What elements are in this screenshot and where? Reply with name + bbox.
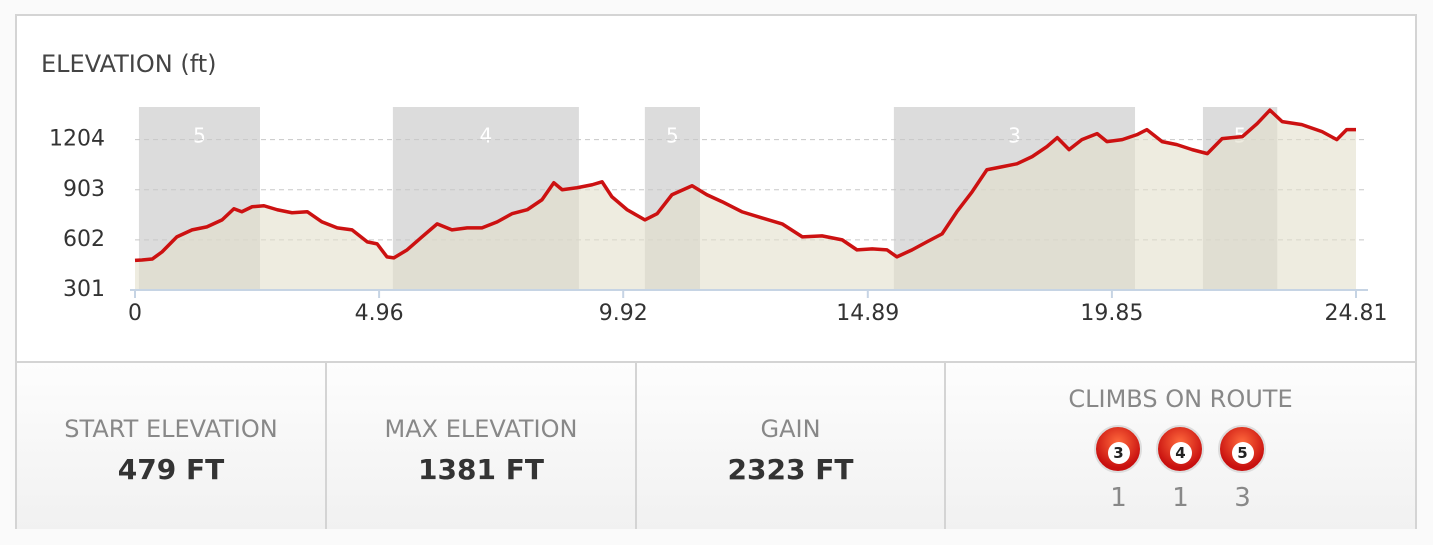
y-tick-label: 903 bbox=[63, 177, 105, 202]
climb-badge: 5 bbox=[1217, 425, 1266, 473]
stat-value: 479 FT bbox=[117, 453, 225, 486]
stats-row: START ELEVATION 479 FT MAX ELEVATION 1381 F… bbox=[17, 361, 1415, 529]
stat-label: MAX ELEVATION bbox=[384, 415, 578, 443]
climb-band-label: 4 bbox=[480, 124, 493, 148]
x-tick-label: 4.96 bbox=[355, 301, 404, 326]
climb-category: 3 bbox=[1107, 442, 1130, 464]
y-tick-label: 602 bbox=[63, 227, 105, 252]
climbs-title: CLIMBS ON ROUTE bbox=[1068, 385, 1293, 413]
stat-value: 2323 FT bbox=[727, 453, 854, 486]
climbs-cell: CLIMBS ON ROUTE 3 1 4 1 5 3 bbox=[946, 363, 1415, 529]
stat-label: START ELEVATION bbox=[64, 415, 278, 443]
stat-cell: GAIN 2323 FT bbox=[637, 363, 946, 529]
climb-badge: 3 bbox=[1093, 425, 1142, 473]
climb-band-label: 5 bbox=[666, 124, 679, 148]
x-tick-label: 24.81 bbox=[1325, 301, 1388, 326]
x-tick-label: 0 bbox=[128, 301, 142, 326]
climb-count: 1 bbox=[1172, 483, 1189, 513]
elevation-widget: ELEVATION (ft) 5 4 5 3 5 301 602 903 1204 0 4.96 9.… bbox=[15, 14, 1417, 529]
x-tick-label: 14.89 bbox=[836, 301, 899, 326]
chart-title: ELEVATION (ft) bbox=[41, 50, 217, 78]
climb-band-label: 5 bbox=[193, 124, 206, 148]
climb-badge: 4 bbox=[1155, 425, 1204, 473]
stat-cell: MAX ELEVATION 1381 FT bbox=[327, 363, 637, 529]
elevation-area bbox=[135, 110, 1356, 290]
y-tick-label: 1204 bbox=[49, 127, 105, 152]
x-tick-label: 19.85 bbox=[1080, 301, 1143, 326]
x-tick-label: 9.92 bbox=[599, 301, 648, 326]
climb-band-label: 3 bbox=[1008, 124, 1021, 148]
elevation-line bbox=[134, 108, 1356, 263]
stat-value: 1381 FT bbox=[418, 453, 544, 486]
climb-count: 1 bbox=[1110, 483, 1127, 513]
stat-label: GAIN bbox=[760, 415, 821, 443]
climb-category: 5 bbox=[1231, 442, 1254, 464]
climb-category: 4 bbox=[1169, 442, 1192, 464]
y-tick-label: 301 bbox=[63, 277, 105, 302]
climb-count: 3 bbox=[1234, 483, 1251, 513]
stat-cell: START ELEVATION 479 FT bbox=[17, 363, 327, 529]
